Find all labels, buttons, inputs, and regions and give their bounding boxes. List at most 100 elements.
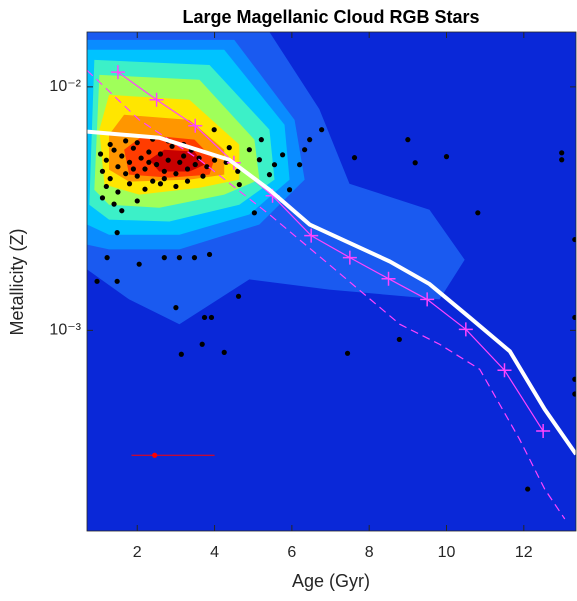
- y-tick-label: 10⁻³: [49, 322, 81, 339]
- line-marker: [149, 92, 164, 107]
- line-marker: [497, 363, 512, 378]
- star-point: [123, 171, 129, 177]
- plot-area: [87, 32, 576, 531]
- star-point: [165, 157, 171, 163]
- star-point: [572, 391, 576, 397]
- star-point: [177, 159, 183, 165]
- star-point: [134, 198, 140, 204]
- x-tick-label: 6: [287, 544, 296, 561]
- star-point: [344, 350, 351, 356]
- star-point: [119, 208, 125, 214]
- plot-frame: [86, 31, 577, 532]
- line-marker: [381, 271, 396, 286]
- star-point: [181, 153, 187, 159]
- contour-level: [149, 149, 205, 172]
- star-point: [157, 151, 164, 157]
- star-point: [111, 201, 117, 207]
- star-point: [134, 140, 140, 146]
- star-point: [111, 147, 117, 153]
- star-point: [226, 145, 232, 151]
- star-point: [572, 314, 576, 321]
- star-point: [97, 151, 104, 157]
- star-point: [153, 161, 160, 168]
- line-marker: [110, 65, 125, 80]
- star-point: [351, 155, 358, 161]
- star-point: [525, 486, 531, 492]
- star-point: [115, 189, 121, 195]
- star-point: [107, 141, 113, 148]
- star-point: [126, 159, 133, 165]
- star-point: [94, 278, 100, 284]
- star-point: [184, 178, 191, 184]
- star-point: [142, 186, 148, 192]
- star-point: [103, 157, 109, 163]
- star-point: [246, 147, 252, 153]
- star-point: [134, 173, 140, 179]
- x-tick-label: 4: [210, 544, 219, 561]
- star-point: [130, 145, 136, 151]
- star-point: [114, 230, 120, 236]
- star-point: [319, 127, 325, 133]
- star-point: [559, 157, 565, 163]
- star-point: [138, 155, 144, 161]
- star-point: [286, 187, 293, 193]
- star-point: [302, 147, 308, 153]
- star-point: [136, 261, 142, 267]
- star-point: [146, 149, 152, 155]
- star-point: [130, 166, 136, 172]
- star-point: [307, 137, 313, 143]
- star-point: [119, 153, 125, 159]
- star-point: [150, 178, 156, 184]
- line-marker: [420, 292, 435, 307]
- star-point: [173, 183, 179, 190]
- star-point: [235, 293, 242, 299]
- star-point: [173, 305, 179, 311]
- star-point: [169, 143, 175, 149]
- star-point: [236, 181, 242, 188]
- chart-title: Large Magellanic Cloud RGB Stars: [182, 7, 479, 27]
- star-point: [266, 172, 273, 178]
- star-point: [173, 171, 179, 177]
- star-point: [256, 157, 263, 163]
- star-point: [258, 137, 264, 143]
- line-marker: [188, 118, 203, 133]
- y-axis-label: Metallicity (Z): [7, 229, 27, 336]
- x-tick-label: 8: [365, 544, 374, 561]
- star-point: [280, 152, 286, 158]
- star-point: [221, 349, 227, 355]
- star-point: [123, 138, 129, 144]
- star-point: [235, 168, 241, 174]
- axes: 2 4 6 8 10 12 10⁻² 10⁻³: [49, 31, 577, 561]
- model-line: [87, 69, 566, 520]
- star-point: [271, 162, 278, 168]
- model-line: [87, 129, 576, 456]
- star-point: [184, 166, 191, 172]
- star-point: [191, 254, 198, 261]
- x-tick-label: 12: [515, 544, 533, 561]
- star-point: [396, 336, 402, 343]
- x-tick-label: 10: [438, 544, 456, 561]
- error-point: [152, 452, 158, 458]
- star-point: [104, 254, 110, 261]
- star-point: [99, 195, 106, 201]
- star-point: [572, 236, 576, 243]
- star-point: [559, 150, 565, 156]
- star-point: [192, 161, 198, 168]
- star-point: [405, 137, 411, 143]
- line-marker: [536, 424, 551, 439]
- star-point: [211, 127, 217, 133]
- star-point: [211, 157, 218, 163]
- star-point: [176, 254, 182, 261]
- y-tick-label: 10⁻²: [49, 78, 81, 95]
- star-point: [412, 160, 418, 166]
- star-point: [443, 154, 450, 160]
- star-point: [142, 166, 148, 172]
- star-point: [204, 164, 210, 170]
- model-line: [117, 71, 544, 432]
- x-axis-label: Age (Gyr): [292, 571, 370, 591]
- star-point: [161, 168, 167, 174]
- star-point: [107, 176, 113, 182]
- star-point: [199, 341, 205, 347]
- star-point: [206, 251, 213, 258]
